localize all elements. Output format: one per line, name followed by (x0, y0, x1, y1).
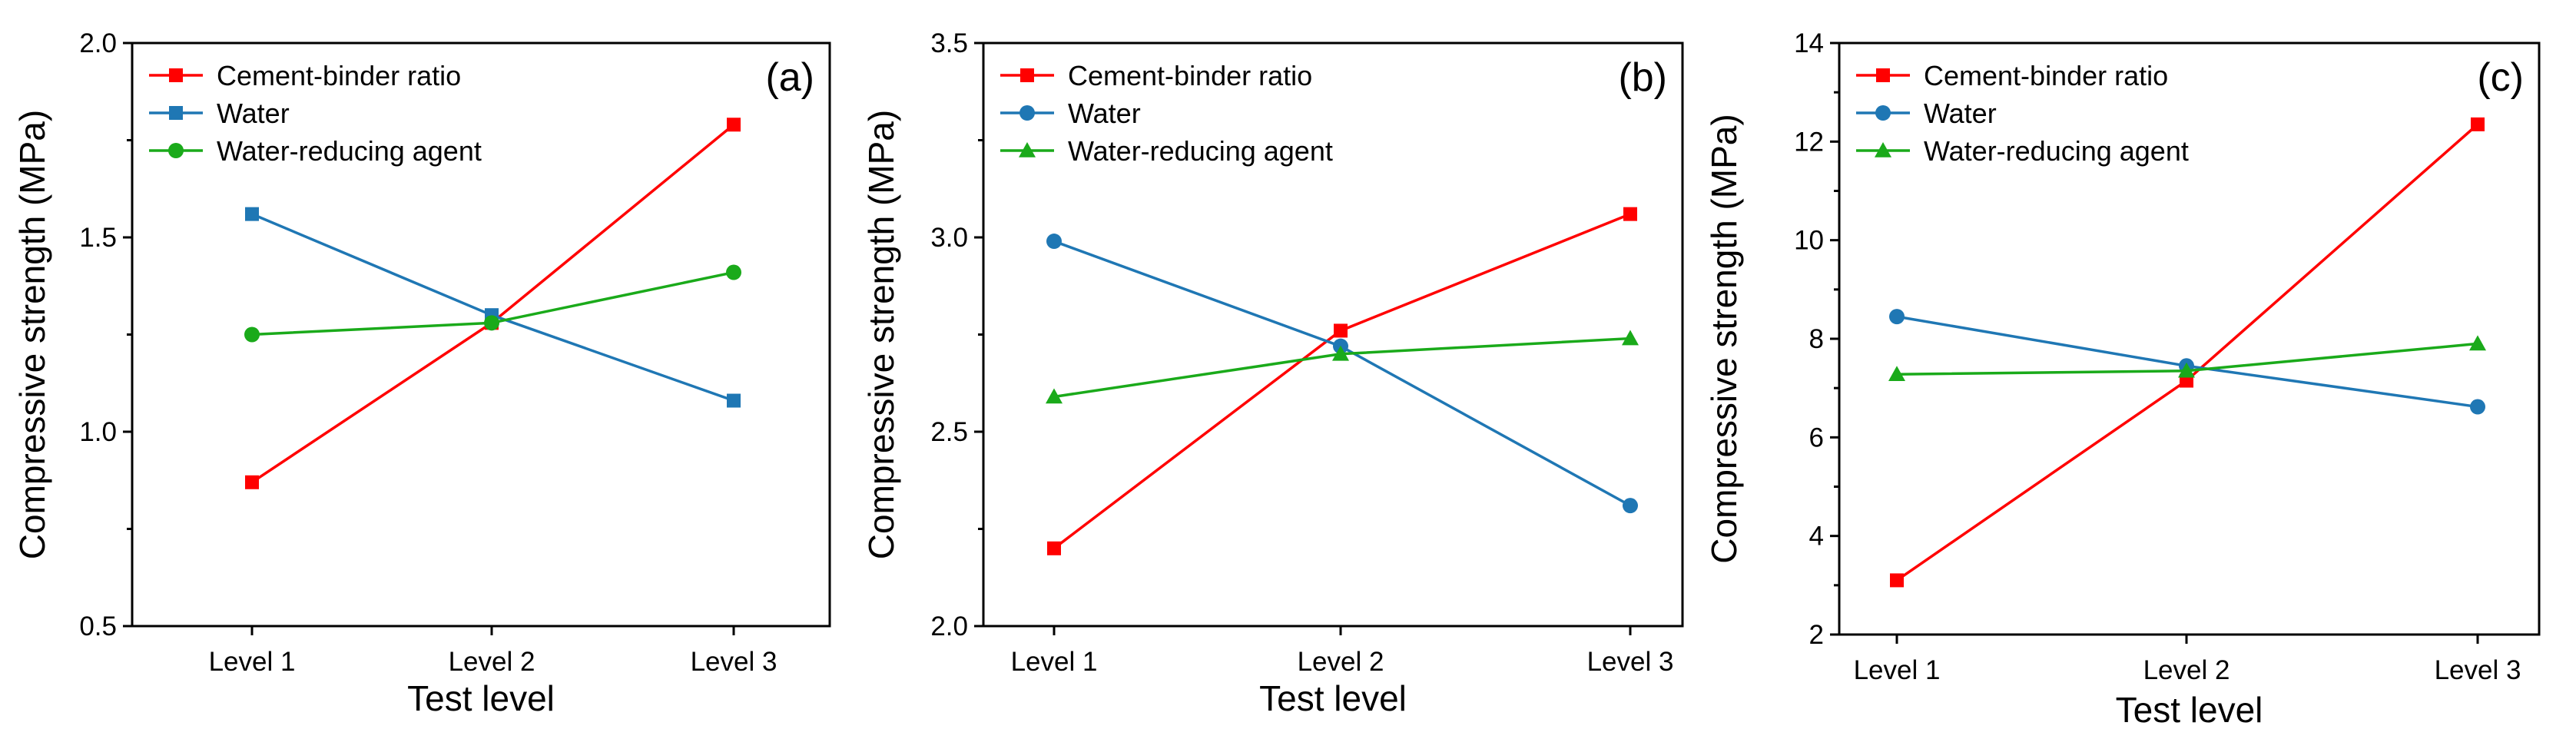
chart-b-data-point (1046, 388, 1063, 404)
chart-c-data-point (2471, 117, 2485, 131)
chart-b-data-point (1046, 234, 1062, 250)
chart-a-xtick-label: Level 3 (691, 647, 777, 677)
chart-c-ytick-label: 6 (1809, 423, 1824, 452)
chart-c-legend-marker (1876, 68, 1890, 82)
chart-c-ytick-label: 8 (1809, 324, 1824, 354)
chart-b-x-axis-title: Test level (1259, 678, 1407, 718)
chart-a-legend-marker (169, 68, 183, 82)
chart-b-ytick-label: 2.0 (930, 611, 968, 641)
chart-b-legend-marker (1019, 105, 1035, 121)
chart-c-series-1 (1889, 309, 2485, 415)
chart-a-ytick-label: 1.0 (79, 417, 117, 447)
chart-b-legend-marker (1019, 142, 1036, 157)
chart-c-legend-marker (1875, 142, 1891, 157)
chart-a-legend-label: Cement-binder ratio (217, 60, 461, 91)
chart-c-ytick-label: 10 (1794, 226, 1824, 256)
chart-a-legend-marker (168, 143, 184, 158)
chart-c-legend: Cement-binder ratio Water Water-reducing a… (1856, 60, 2189, 167)
chart-b-data-point (1047, 541, 1061, 555)
chart-c-ytick-label: 14 (1794, 28, 1824, 58)
chart-a-series-line (251, 213, 734, 403)
chart-b-data-point (1332, 345, 1349, 361)
chart-c-panel-label: (c) (2477, 55, 2524, 100)
chart-c-legend-label: Water (1924, 98, 1997, 129)
chart-b-series-1 (1046, 234, 1638, 514)
chart-a-legend-label: Water-reducing agent (217, 135, 482, 167)
chart-b-series-line (1053, 240, 1631, 507)
chart-a-x-axis-title: Test level (407, 678, 555, 718)
chart-b-data-point (1622, 330, 1639, 346)
chart-c-ytick-label: 12 (1794, 127, 1824, 157)
chart-a-series-line (251, 123, 735, 484)
chart-c-legend-label: Water-reducing agent (1924, 135, 2189, 167)
chart-c-ytick-label: 4 (1809, 522, 1824, 552)
chart-c-data-point (2470, 399, 2485, 415)
chart-c: 2 4 6 8 10 12 14 Level 1 Level 2 Level 3 Test leve… (1704, 28, 2541, 730)
chart-c-data-point (2178, 362, 2195, 378)
chart-a-ytick-label: 0.5 (79, 611, 117, 641)
chart-b-data-point (1623, 498, 1638, 514)
chart-c-y-axis-title: Compressive strength (MPa) (1704, 114, 1744, 563)
chart-a: 0.5 1.0 1.5 2.0 Level 1 Level 2 Level 3 Test le… (12, 28, 831, 718)
chart-a-ytick-label: 1.5 (79, 223, 117, 253)
chart-a-data-point (727, 393, 741, 408)
chart-c-xtick-label: Level 2 (2143, 655, 2230, 685)
chart-b-ytick-label: 2.5 (930, 417, 968, 447)
chart-b-data-point (1623, 207, 1637, 221)
chart-b-legend: Cement-binder ratio Water Water-reducing a… (1000, 60, 1333, 167)
chart-a-ytick-label: 2.0 (79, 28, 117, 58)
chart-b-legend-label: Cement-binder ratio (1068, 60, 1312, 91)
chart-b-xtick-label: Level 2 (1298, 647, 1384, 677)
chart-a-legend-marker (169, 106, 183, 120)
chart-b-series-2 (1046, 330, 1639, 404)
chart-c-ytick-label: 2 (1809, 620, 1824, 650)
chart-c-xtick-label: Level 1 (1854, 655, 1941, 685)
chart-b-y-axis-title: Compressive strength (MPa) (861, 110, 901, 559)
chart-a-series-1 (245, 207, 741, 408)
chart-a-data-point (727, 118, 741, 132)
chart-b-ytick-label: 3.5 (930, 28, 968, 58)
chart-c-data-point (1889, 309, 1905, 325)
chart-b-data-point (1334, 323, 1348, 338)
chart-a-data-point (245, 475, 259, 489)
chart-b-xtick-label: Level 3 (1587, 647, 1674, 677)
chart-b-legend-label: Water (1068, 98, 1141, 129)
chart-a-y-axis-title: Compressive strength (MPa) (12, 110, 52, 559)
chart-b-series-line (1053, 213, 1631, 550)
chart-c-x-axis-title: Test level (2116, 690, 2263, 730)
chart-c-legend-label: Cement-binder ratio (1924, 60, 2168, 91)
chart-b-series-0 (1047, 207, 1637, 555)
chart-a-data-point (484, 315, 499, 331)
chart-c-data-point (1890, 573, 1904, 588)
chart-b-legend-label: Water-reducing agent (1068, 135, 1333, 167)
chart-c-data-point (1888, 366, 1905, 381)
chart-c-xtick-label: Level 3 (2435, 655, 2521, 685)
chart-b: 2.0 2.5 3.0 3.5 Level 1 Level 2 Level 3 Test le… (861, 28, 1684, 718)
chart-b-legend-marker (1020, 68, 1034, 82)
chart-c-legend-marker (1875, 105, 1891, 121)
chart-a-data-point (726, 264, 741, 280)
chart-a-legend-label: Water (217, 98, 290, 129)
chart-c-data-point (2469, 335, 2486, 351)
chart-b-ytick-label: 3.0 (930, 223, 968, 253)
chart-a-legend: Cement-binder ratio Water Water-reducing a… (149, 60, 482, 167)
chart-c-series-2 (1888, 335, 2486, 381)
chart-a-data-point (244, 326, 260, 343)
chart-c-plot-frame (1838, 41, 2541, 636)
chart-a-xtick-label: Level 2 (449, 647, 535, 677)
chart-b-panel-label: (b) (1618, 55, 1667, 100)
chart-b-plot-frame (982, 41, 1684, 628)
chart-a-data-point (245, 207, 259, 221)
chart-a-xtick-label: Level 1 (209, 647, 296, 677)
chart-b-xtick-label: Level 1 (1011, 647, 1098, 677)
chart-a-panel-label: (a) (765, 55, 814, 100)
chart-a-series-0 (245, 118, 741, 489)
chart-a-series-2 (244, 264, 741, 343)
